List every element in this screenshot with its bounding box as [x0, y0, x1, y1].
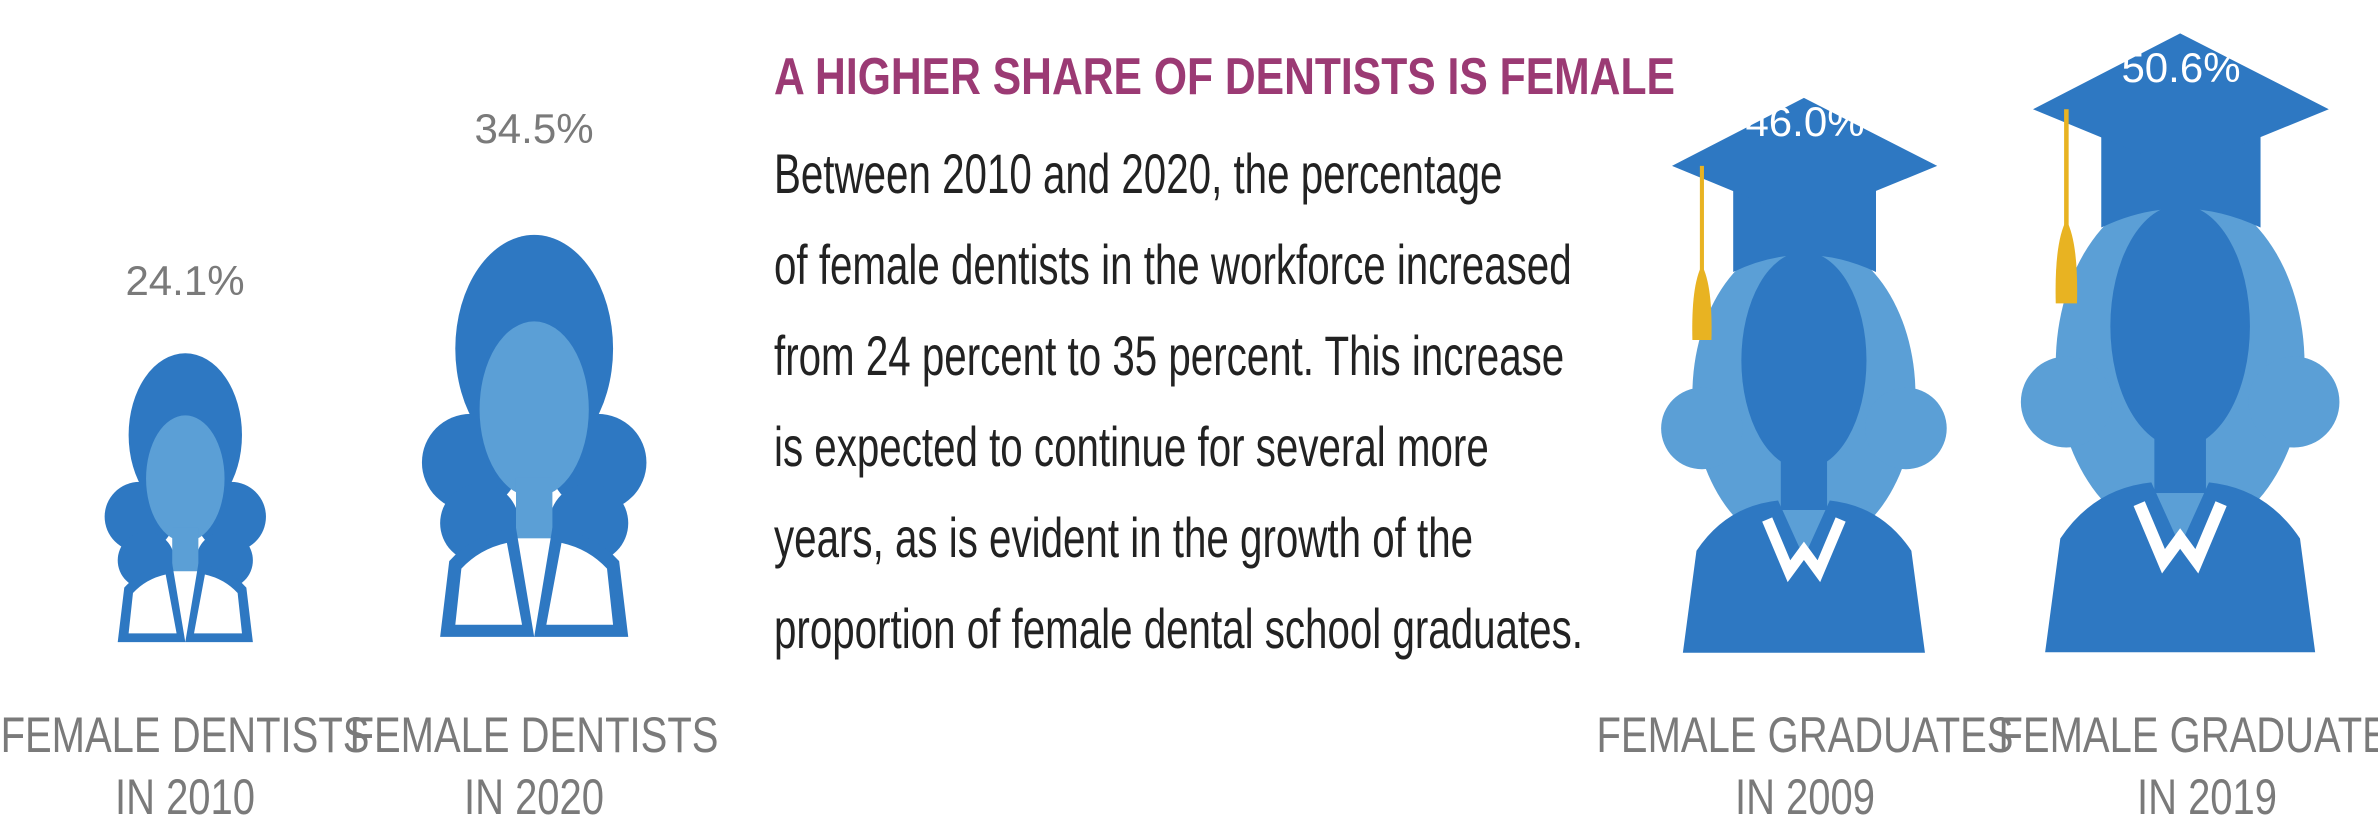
percent-label: 24.1% [125, 257, 244, 304]
body-line: proportion of female dental school gradu… [774, 599, 1583, 661]
figure-dentists-2020: 34.5% FEMALE DENTISTS IN 2020 [350, 105, 719, 825]
figure-graduates-2009: 46.0% FEMALE GRADUATES IN 2009 [1596, 98, 2013, 825]
figure-dentists-2010: 24.1% FEMALE DENTISTS IN 2010 [1, 257, 370, 825]
text-block: A HIGHER SHARE OF DENTISTS IS FEMALE Bet… [774, 48, 1675, 661]
body-line: Between 2010 and 2020, the percentage [774, 144, 1502, 206]
percent-label: 50.6% [2121, 44, 2240, 91]
body-line: of female dentists in the workforce incr… [774, 235, 1572, 297]
figure-label: IN 2010 [115, 769, 255, 825]
figure-label: FEMALE GRADUATES [1596, 707, 2013, 763]
infographic: 24.1% FEMALE DENTISTS IN 2010 34.5% FEMA… [0, 0, 2378, 836]
body-line: from 24 percent to 35 percent. This incr… [774, 326, 1564, 388]
graduate-icon [2021, 33, 2340, 652]
headline: A HIGHER SHARE OF DENTISTS IS FEMALE [774, 48, 1675, 106]
figure-graduates-2019: 50.6% FEMALE GRADUATES IN 2019 [1998, 33, 2378, 825]
figure-label: FEMALE DENTISTS [350, 707, 719, 763]
body-line: is expected to continue for several more [774, 417, 1489, 479]
dentist-icon [105, 353, 266, 642]
figure-label: IN 2020 [464, 769, 604, 825]
figure-label: FEMALE DENTISTS [1, 707, 370, 763]
body-line: years, as is evident in the growth of th… [774, 508, 1473, 570]
percent-label: 46.0% [1745, 98, 1864, 145]
figure-label: FEMALE GRADUATES [1998, 707, 2378, 763]
figure-label: IN 2009 [1735, 769, 1875, 825]
dentist-icon [422, 235, 647, 637]
figure-label: IN 2019 [2137, 769, 2277, 825]
percent-label: 34.5% [474, 105, 593, 152]
graduate-icon [1661, 98, 1947, 653]
